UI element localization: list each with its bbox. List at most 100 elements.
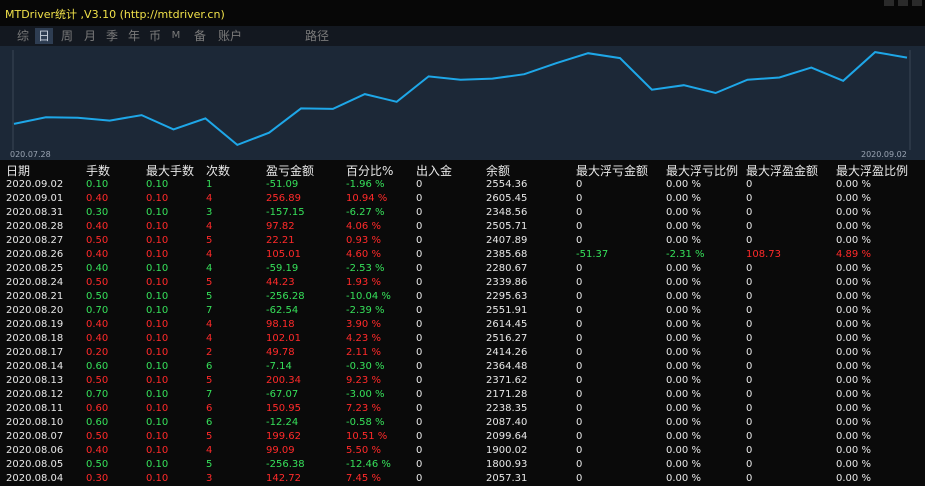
column-header[interactable]: 最大浮盈比例 [836, 164, 909, 178]
deposit-cell: 0 [416, 305, 423, 316]
table-row[interactable]: 2020.08.13 0.50 0.10 5 200.34 9.23 % 0 2371.62 0… [0, 374, 925, 388]
table-row[interactable]: 2020.08.26 0.40 0.10 4 105.01 4.60 % 0 2385.68 -… [0, 248, 925, 262]
percent-cell: 1.93 % [346, 277, 381, 288]
table-row[interactable]: 2020.08.25 0.40 0.10 4 -59.19 -2.53 % 0 2280.67… [0, 262, 925, 276]
column-header[interactable]: 最大浮盈金额 [746, 164, 819, 178]
balance-cell: 2348.56 [486, 207, 528, 218]
tab-weekly[interactable]: 周 [60, 29, 73, 43]
max-float-loss-cell: 0 [576, 459, 583, 470]
column-header[interactable]: 次数 [206, 164, 231, 178]
table-row[interactable]: 2020.08.31 0.30 0.10 3 -157.15 -6.27 % 0 2348.5… [0, 206, 925, 220]
table-row[interactable]: 2020.08.18 0.40 0.10 4 102.01 4.23 % 0 2516.27 0… [0, 332, 925, 346]
column-header[interactable]: 最大浮亏比例 [666, 164, 739, 178]
percent-cell: 4.23 % [346, 333, 381, 344]
tab-notes[interactable]: 备 [193, 29, 206, 43]
balance-cell: 2407.89 [486, 235, 528, 246]
deposit-cell: 0 [416, 445, 423, 456]
table-row[interactable]: 2020.09.02 0.10 0.10 1 -51.09 -1.96 % 0 2554.36… [0, 178, 925, 192]
column-header[interactable]: 日期 [6, 164, 31, 178]
tab-currency[interactable]: 币 [148, 29, 161, 43]
table-row[interactable]: 2020.08.20 0.70 0.10 7 -62.54 -2.39 % 0 2551.91… [0, 304, 925, 318]
max-float-profit-cell: 0 [746, 305, 753, 316]
count-cell: 5 [206, 375, 213, 386]
max-lots-cell: 0.10 [146, 207, 169, 218]
balance-cell: 1900.02 [486, 445, 528, 456]
max-float-loss-pct-cell: 0.00 % [666, 417, 701, 428]
percent-cell: 0.93 % [346, 235, 381, 246]
lots-cell: 0.60 [86, 417, 109, 428]
max-lots-cell: 0.10 [146, 179, 169, 190]
max-float-loss-cell: 0 [576, 445, 583, 456]
count-cell: 2 [206, 347, 213, 358]
table-row[interactable]: 2020.08.04 0.30 0.10 3 142.72 7.45 % 0 2057.31 0… [0, 472, 925, 486]
column-header[interactable]: 余额 [486, 164, 511, 178]
max-float-profit-pct-cell: 0.00 % [836, 305, 871, 316]
count-cell: 4 [206, 249, 213, 260]
window-control-button[interactable] [884, 0, 894, 6]
date-cell: 2020.08.06 [6, 445, 64, 456]
count-cell: 7 [206, 389, 213, 400]
percent-cell: 5.50 % [346, 445, 381, 456]
table-row[interactable]: 2020.08.27 0.50 0.10 5 22.21 0.93 % 0 2407.89 0 0… [0, 234, 925, 248]
lots-cell: 0.40 [86, 319, 109, 330]
tab-account[interactable]: 账户 [217, 29, 242, 43]
column-header[interactable]: 百分比% [346, 164, 394, 178]
deposit-cell: 0 [416, 389, 423, 400]
table-row[interactable]: 2020.08.14 0.60 0.10 6 -7.14 -0.30 % 0 2364.48 0… [0, 360, 925, 374]
table-row[interactable]: 2020.08.17 0.20 0.10 2 49.78 2.11 % 0 2414.26 0 0… [0, 346, 925, 360]
table-row[interactable]: 2020.08.11 0.60 0.10 6 150.95 7.23 % 0 2238.35 0… [0, 402, 925, 416]
percent-cell: 4.06 % [346, 221, 381, 232]
table-row[interactable]: 2020.09.01 0.40 0.10 4 256.89 10.94 % 0 2605.45… [0, 192, 925, 206]
column-header[interactable]: 手数 [86, 164, 111, 178]
table-row[interactable]: 2020.08.19 0.40 0.10 4 98.18 3.90 % 0 2614.45 0 0… [0, 318, 925, 332]
max-float-loss-pct-cell: 0.00 % [666, 179, 701, 190]
balance-cell: 2057.31 [486, 473, 528, 484]
tab-magic[interactable]: M [171, 30, 181, 41]
percent-cell: -3.00 % [346, 389, 385, 400]
date-cell: 2020.08.26 [6, 249, 64, 260]
tab-daily[interactable]: 日 [35, 28, 53, 44]
balance-cell: 2614.45 [486, 319, 528, 330]
max-float-profit-cell: 0 [746, 207, 753, 218]
window-control-button[interactable] [898, 0, 908, 6]
table-row[interactable]: 2020.08.07 0.50 0.10 5 199.62 10.51 % 0 2099.64… [0, 430, 925, 444]
max-float-profit-cell: 0 [746, 403, 753, 414]
period-tab-bar: 综 日 周 月 季 年 币 M 备 账户 路径 [0, 26, 925, 46]
deposit-cell: 0 [416, 277, 423, 288]
max-float-profit-pct-cell: 0.00 % [836, 319, 871, 330]
max-float-profit-cell: 0 [746, 179, 753, 190]
table-row[interactable]: 2020.08.05 0.50 0.10 5 -256.38 -12.46 % 0 1800.… [0, 458, 925, 472]
table-row[interactable]: 2020.08.06 0.40 0.10 4 99.09 5.50 % 0 1900.02 0 0… [0, 444, 925, 458]
max-lots-cell: 0.10 [146, 459, 169, 470]
table-row[interactable]: 2020.08.12 0.70 0.10 7 -67.07 -3.00 % 0 2171.28… [0, 388, 925, 402]
pnl-cell: 49.78 [266, 347, 295, 358]
lots-cell: 0.60 [86, 403, 109, 414]
tab-monthly[interactable]: 月 [83, 29, 96, 43]
column-header[interactable]: 最大浮亏金额 [576, 164, 649, 178]
column-header[interactable]: 出入金 [416, 164, 453, 178]
max-float-profit-cell: 0 [746, 431, 753, 442]
tab-quarterly[interactable]: 季 [105, 29, 118, 43]
date-cell: 2020.08.04 [6, 473, 64, 484]
max-float-profit-cell: 0 [746, 389, 753, 400]
count-cell: 4 [206, 445, 213, 456]
date-cell: 2020.08.19 [6, 319, 64, 330]
date-cell: 2020.08.13 [6, 375, 64, 386]
max-float-profit-pct-cell: 0.00 % [836, 179, 871, 190]
window-control-button[interactable] [912, 0, 922, 6]
tab-summary[interactable]: 综 [16, 29, 29, 43]
max-float-loss-pct-cell: 0.00 % [666, 375, 701, 386]
column-header[interactable]: 最大手数 [146, 164, 195, 178]
table-row[interactable]: 2020.08.21 0.50 0.10 5 -256.28 -10.04 % 0 2295.… [0, 290, 925, 304]
max-float-profit-cell: 0 [746, 333, 753, 344]
column-header[interactable]: 盈亏金额 [266, 164, 315, 178]
max-lots-cell: 0.10 [146, 291, 169, 302]
max-float-loss-cell: 0 [576, 431, 583, 442]
tab-yearly[interactable]: 年 [127, 29, 140, 43]
table-row[interactable]: 2020.08.10 0.60 0.10 6 -12.24 -0.58 % 0 2087.40… [0, 416, 925, 430]
table-row[interactable]: 2020.08.24 0.50 0.10 5 44.23 1.93 % 0 2339.86 0 0… [0, 276, 925, 290]
tab-path[interactable]: 路径 [304, 29, 329, 43]
table-row[interactable]: 2020.08.28 0.40 0.10 4 97.82 4.06 % 0 2505.71 0 0… [0, 220, 925, 234]
deposit-cell: 0 [416, 417, 423, 428]
pnl-cell: 256.89 [266, 193, 301, 204]
